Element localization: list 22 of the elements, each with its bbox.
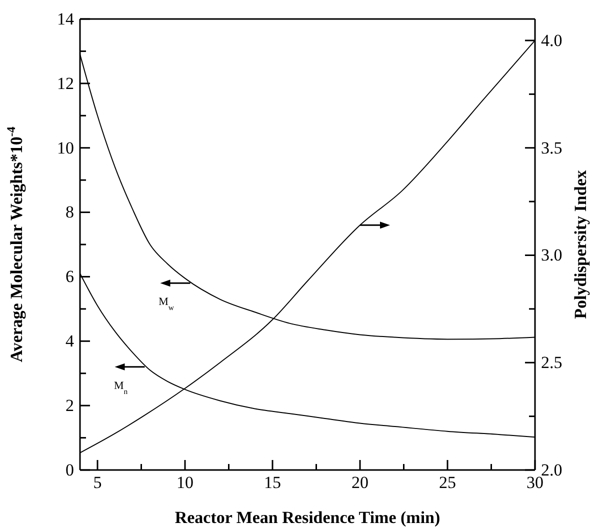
y-tick-label: 8	[66, 202, 74, 222]
x-axis-title: Reactor Mean Residence Time (min)	[174, 508, 440, 527]
y-tick-label: 4	[66, 332, 74, 351]
y2-tick-label: 4.0	[541, 30, 562, 50]
y-tick-label: 10	[57, 138, 74, 158]
y-tick-label: 2	[66, 396, 74, 416]
x-tick-label: 20	[352, 473, 368, 492]
x-tick-label: 10	[176, 473, 194, 492]
annotation: M$_{w}$	[158, 296, 174, 312]
y2-tick-label: 2.0	[541, 460, 562, 480]
y-tick-label: 0	[66, 460, 74, 480]
y-tick-label: 14	[57, 9, 74, 28]
y-tick-label: 6	[66, 267, 74, 286]
y2-axis-title: Polydispersity Index	[571, 170, 590, 319]
x-tick-label: 5	[93, 473, 102, 492]
y-tick-label: 12	[57, 74, 74, 93]
y2-tick-label: 3.0	[541, 246, 562, 265]
annotation: M$_{n}$	[114, 380, 128, 396]
y2-tick-label: 3.5	[541, 138, 562, 158]
x-tick-label: 15	[264, 473, 281, 492]
x-tick-label: 25	[439, 473, 456, 492]
y2-tick-label: 2.5	[541, 353, 562, 372]
